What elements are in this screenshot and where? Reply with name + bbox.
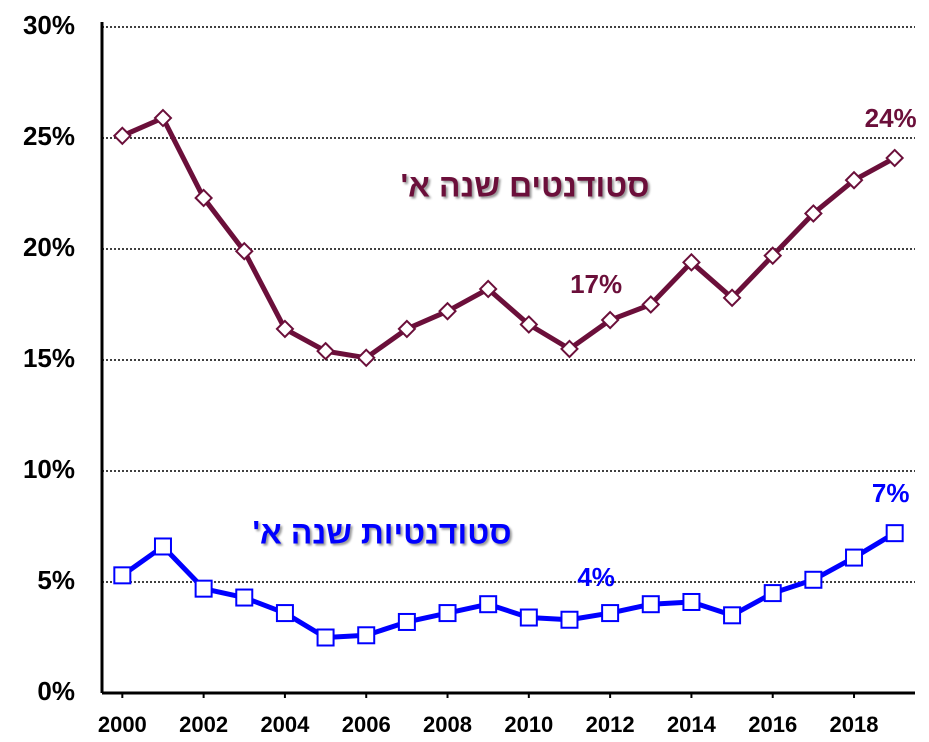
y-tick-label: 15% xyxy=(23,343,75,373)
marker xyxy=(234,241,254,261)
data-label: 24% xyxy=(865,103,917,133)
marker xyxy=(641,295,661,314)
x-tick-label: 2006 xyxy=(342,712,391,737)
y-tick-label: 30% xyxy=(23,10,75,40)
marker xyxy=(601,604,620,623)
series-label: סטודנטים שנה א' xyxy=(401,167,650,203)
x-tick-label: 2010 xyxy=(504,712,553,737)
y-tick-label: 5% xyxy=(37,565,75,595)
marker xyxy=(478,279,498,299)
marker xyxy=(763,584,782,603)
marker xyxy=(397,319,417,339)
marker xyxy=(682,252,701,272)
x-tick-label: 2012 xyxy=(586,712,635,737)
marker xyxy=(153,108,173,128)
series-line xyxy=(121,115,896,361)
marker xyxy=(560,610,579,629)
marker xyxy=(275,319,295,339)
x-tick-label: 2000 xyxy=(98,712,147,737)
data-label: 7% xyxy=(872,478,910,508)
x-tick-label: 2002 xyxy=(179,712,228,737)
marker xyxy=(356,348,376,368)
marker xyxy=(194,579,213,598)
marker xyxy=(641,595,660,614)
marker xyxy=(845,548,864,567)
marker xyxy=(519,315,539,334)
marker xyxy=(153,537,172,556)
series-label: סטודנטיות שנה א' xyxy=(252,514,511,550)
x-tick-label: 2018 xyxy=(830,712,879,737)
marker xyxy=(763,246,783,266)
x-tick-label: 2004 xyxy=(260,712,310,737)
marker xyxy=(844,170,864,190)
marker xyxy=(438,301,457,321)
data-label: 17% xyxy=(570,269,622,299)
marker xyxy=(397,612,416,631)
marker xyxy=(479,595,498,614)
data-label: 4% xyxy=(577,562,615,592)
marker xyxy=(804,570,823,589)
marker xyxy=(316,628,335,647)
y-tick-label: 25% xyxy=(23,121,75,151)
marker xyxy=(600,310,620,330)
marker xyxy=(722,288,742,308)
marker xyxy=(275,604,294,623)
marker xyxy=(803,204,823,223)
marker xyxy=(885,148,905,168)
y-tick-label: 10% xyxy=(23,454,75,484)
x-tick-label: 2014 xyxy=(667,712,717,737)
marker xyxy=(357,626,376,645)
x-tick-label: 2008 xyxy=(423,712,472,737)
x-tick-label: 2016 xyxy=(748,712,797,737)
marker xyxy=(885,524,904,543)
marker xyxy=(113,566,132,585)
marker xyxy=(560,339,579,359)
marker xyxy=(235,588,254,607)
y-tick-label: 20% xyxy=(23,232,75,262)
marker xyxy=(194,188,214,208)
marker xyxy=(316,341,335,361)
marker xyxy=(723,606,742,625)
marker xyxy=(112,126,132,146)
marker xyxy=(438,604,457,623)
marker xyxy=(682,592,701,611)
y-tick-label: 0% xyxy=(37,676,75,706)
marker xyxy=(519,608,538,627)
